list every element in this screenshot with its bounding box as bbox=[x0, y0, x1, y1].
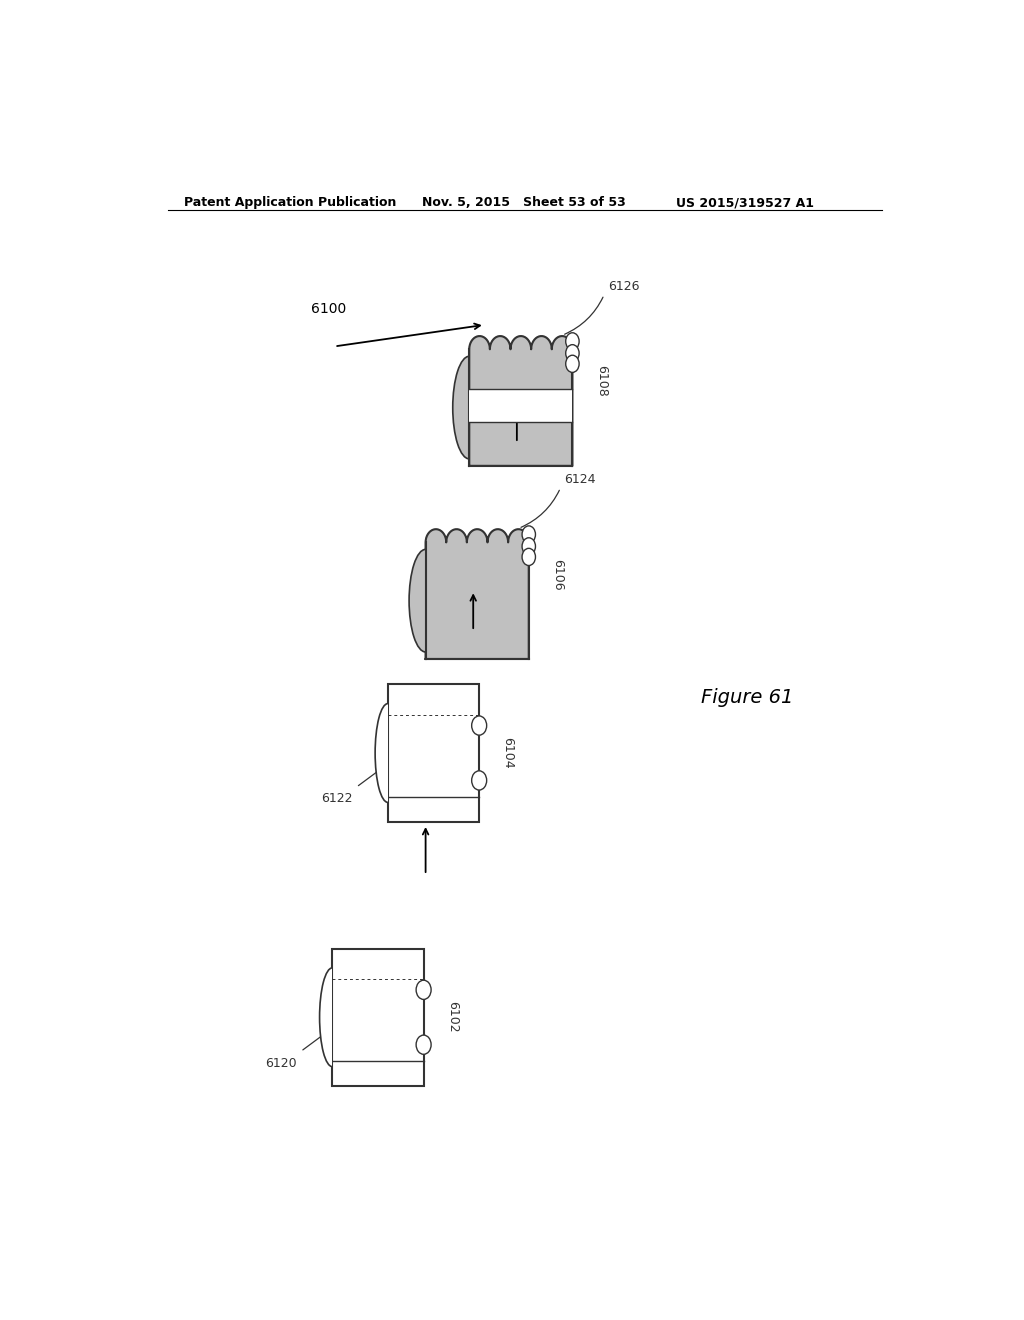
Circle shape bbox=[472, 771, 486, 791]
Circle shape bbox=[565, 333, 580, 350]
Text: 6120: 6120 bbox=[265, 1056, 297, 1069]
Bar bbox=[426, 543, 528, 659]
Polygon shape bbox=[426, 529, 528, 659]
Text: 6106: 6106 bbox=[551, 558, 564, 590]
Polygon shape bbox=[469, 337, 572, 466]
Text: 6108: 6108 bbox=[595, 366, 607, 397]
Text: 6124: 6124 bbox=[564, 473, 596, 486]
Circle shape bbox=[565, 345, 580, 362]
Bar bbox=[388, 684, 479, 821]
Text: Patent Application Publication: Patent Application Publication bbox=[183, 195, 396, 209]
Text: Figure 61: Figure 61 bbox=[700, 688, 794, 706]
Text: 6104: 6104 bbox=[502, 737, 514, 768]
Bar bbox=[469, 389, 572, 421]
Ellipse shape bbox=[410, 549, 442, 652]
Text: 6102: 6102 bbox=[445, 1002, 459, 1034]
Text: 6100: 6100 bbox=[310, 302, 346, 315]
Ellipse shape bbox=[453, 356, 485, 459]
Circle shape bbox=[522, 537, 536, 554]
Circle shape bbox=[416, 1035, 431, 1055]
Ellipse shape bbox=[319, 968, 345, 1067]
Text: Nov. 5, 2015   Sheet 53 of 53: Nov. 5, 2015 Sheet 53 of 53 bbox=[422, 195, 626, 209]
Text: 6126: 6126 bbox=[608, 280, 640, 293]
Circle shape bbox=[565, 355, 580, 372]
Bar bbox=[333, 949, 424, 1086]
Circle shape bbox=[472, 715, 486, 735]
Bar bbox=[469, 350, 572, 466]
Ellipse shape bbox=[375, 704, 400, 803]
Circle shape bbox=[416, 981, 431, 999]
Circle shape bbox=[522, 525, 536, 543]
Text: US 2015/319527 A1: US 2015/319527 A1 bbox=[676, 195, 814, 209]
Text: 6122: 6122 bbox=[321, 792, 352, 805]
Circle shape bbox=[522, 548, 536, 565]
